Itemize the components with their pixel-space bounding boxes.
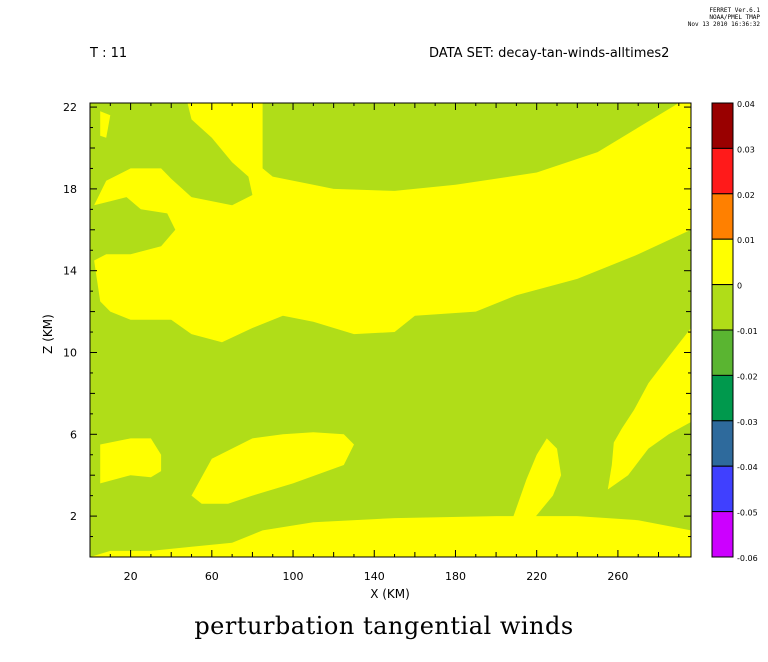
contour-region-0 xyxy=(94,103,692,343)
colorbar-swatch xyxy=(711,284,734,331)
colorbar-label: -0.04 xyxy=(737,463,758,472)
y-tick-label: 10 xyxy=(63,346,77,359)
chart-title: perturbation tangential winds xyxy=(194,612,574,640)
x-axis-label: X (KM) xyxy=(370,587,410,601)
y-tick-label: 14 xyxy=(63,265,77,278)
x-tick-label: 20 xyxy=(124,570,138,583)
x-tick-label: 100 xyxy=(283,570,304,583)
contour-region-2 xyxy=(100,111,111,138)
colorbar-swatch xyxy=(711,102,734,149)
colorbar-label: -0.03 xyxy=(737,418,758,427)
y-tick-label: 22 xyxy=(63,101,77,114)
colorbar-swatch xyxy=(711,465,734,513)
contour-region-1 xyxy=(90,516,691,557)
ferret-stamp: FERRET Ver.6.1 NOAA/PMEL TMAP Nov 13 201… xyxy=(640,7,760,28)
colorbar-label: -0.01 xyxy=(737,327,758,336)
contour-region-5 xyxy=(607,328,691,490)
ferret-org: NOAA/PMEL TMAP xyxy=(709,14,760,21)
ferret-date: Nov 13 2010 16:36:32 xyxy=(687,21,760,28)
y-tick-label: 18 xyxy=(63,183,77,196)
x-tick-label: 60 xyxy=(205,570,219,583)
dataset-label: DATA SET: decay-tan-winds-alltimes2 xyxy=(429,46,670,61)
colorbar-label: 0.02 xyxy=(737,191,755,200)
plot-frame xyxy=(89,102,692,558)
time-label: T : 11 xyxy=(90,46,128,61)
x-tick-label: 140 xyxy=(364,570,385,583)
contour-region-4 xyxy=(191,432,354,504)
x-tick-label: 220 xyxy=(526,570,547,583)
colorbar-swatch xyxy=(711,147,734,195)
colorbar-label: -0.02 xyxy=(737,372,758,381)
y-tick-label: 2 xyxy=(70,510,77,523)
colorbar-label: 0.03 xyxy=(737,145,755,154)
colorbar-label: -0.05 xyxy=(737,509,758,518)
axes: 20 60 100 140 180 220 260 2 6 10 14 18 22 xyxy=(63,101,692,583)
colorbar-label: 0.04 xyxy=(737,100,755,109)
colorbar-swatch xyxy=(711,511,734,558)
x-tick-label: 260 xyxy=(607,570,628,583)
colorbar-label: 0 xyxy=(737,282,742,291)
colorbar-swatch xyxy=(711,374,734,422)
colorbar-label: 0.01 xyxy=(737,236,755,245)
plot-area xyxy=(90,103,692,557)
contour-region-3 xyxy=(100,438,162,484)
colorbar-label: -0.06 xyxy=(737,554,758,563)
colorbar: 0.04 0.03 0.02 0.01 0 -0.01 -0.02 -0.03 -0.04 -0.… xyxy=(711,100,758,563)
y-tick-label: 6 xyxy=(70,428,77,441)
colorbar-swatch xyxy=(711,329,734,376)
ferret-version: FERRET Ver.6.1 xyxy=(709,7,760,14)
x-tick-label: 180 xyxy=(445,570,466,583)
colorbar-swatch xyxy=(711,238,734,286)
colorbar-swatch xyxy=(711,193,734,240)
colorbar-swatch xyxy=(711,420,734,467)
y-axis-label: Z (KM) xyxy=(41,314,55,354)
contour-region-6 xyxy=(506,438,562,537)
